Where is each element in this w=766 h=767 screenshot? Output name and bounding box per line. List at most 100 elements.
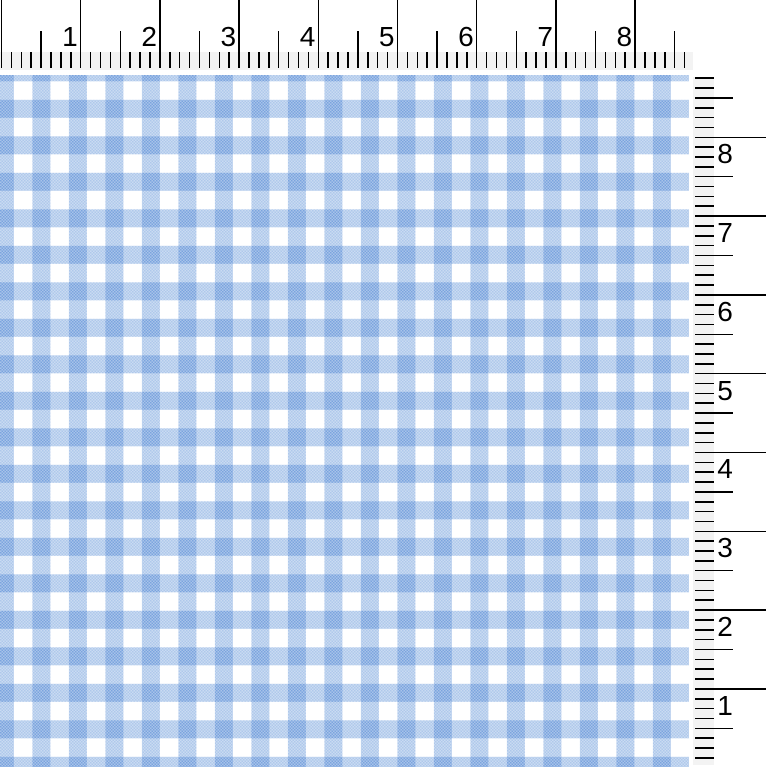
eighth-inch-tick — [139, 52, 141, 68]
eighth-inch-tick — [664, 52, 666, 68]
eighth-inch-tick — [188, 52, 191, 68]
eighth-inch-tick — [644, 52, 646, 68]
half-inch-tick — [695, 97, 733, 99]
eighth-inch-tick — [695, 402, 714, 405]
right-ruler: 8 7 6 5 4 3 2 1 — [689, 75, 766, 767]
eighth-inch-tick — [695, 638, 714, 641]
eighth-inch-tick — [695, 432, 714, 434]
eighth-inch-tick — [695, 126, 714, 129]
top-ruler-number: 5 — [378, 21, 395, 52]
eighth-inch-tick — [695, 737, 714, 739]
top-ruler-number: 2 — [141, 21, 157, 52]
eighth-inch-tick — [695, 235, 714, 237]
top-ruler-number: 3 — [220, 21, 237, 52]
eighth-inch-tick — [695, 353, 714, 355]
inch-tick — [0, 0, 3, 68]
eighth-inch-tick — [695, 284, 714, 286]
eighth-inch-tick — [614, 52, 617, 68]
eighth-inch-tick — [109, 52, 112, 68]
right-ruler-number: 8 — [717, 138, 733, 170]
eighth-inch-tick — [695, 550, 714, 552]
eighth-inch-tick — [695, 757, 714, 759]
eighth-inch-tick — [695, 658, 714, 661]
eighth-inch-tick — [327, 52, 329, 68]
eighth-inch-tick — [695, 87, 714, 89]
eighth-inch-tick — [70, 52, 72, 68]
eighth-inch-tick — [695, 747, 714, 749]
eighth-inch-tick — [695, 303, 714, 306]
eighth-inch-tick — [60, 52, 62, 68]
eighth-inch-tick — [129, 52, 131, 68]
eighth-inch-tick — [695, 500, 714, 503]
inch-tick — [396, 0, 399, 68]
ruler-edge-shade — [0, 52, 693, 70]
ruler-edge-shade — [693, 77, 714, 765]
eighth-inch-tick — [50, 52, 52, 68]
half-inch-tick — [119, 31, 122, 68]
right-ruler-number: 2 — [717, 610, 733, 642]
half-inch-tick — [40, 31, 42, 68]
half-inch-tick — [515, 31, 518, 68]
eighth-inch-tick — [574, 52, 577, 68]
eighth-inch-tick — [178, 52, 181, 68]
eighth-inch-tick — [218, 52, 221, 68]
eighth-inch-tick — [10, 52, 13, 68]
eighth-inch-tick — [695, 540, 714, 542]
eighth-inch-tick — [695, 264, 714, 267]
inch-tick — [695, 136, 766, 139]
eighth-inch-tick — [695, 668, 714, 670]
eighth-inch-tick — [695, 166, 714, 168]
eighth-inch-tick — [376, 52, 379, 68]
inch-tick — [695, 451, 766, 454]
half-inch-tick — [695, 569, 733, 572]
inch-tick — [695, 530, 766, 533]
eighth-inch-tick — [695, 422, 714, 424]
top-ruler-number: 1 — [62, 21, 78, 52]
eighth-inch-tick — [20, 52, 23, 68]
right-ruler-number: 4 — [717, 453, 733, 485]
right-ruler-number: 6 — [717, 295, 733, 327]
inch-tick — [79, 0, 82, 68]
eighth-inch-tick — [584, 52, 587, 68]
top-ruler-number: 6 — [458, 21, 474, 52]
eighth-inch-tick — [347, 52, 349, 68]
eighth-inch-tick — [258, 52, 260, 68]
inch-tick — [695, 215, 766, 217]
eighth-inch-tick — [169, 52, 171, 68]
eighth-inch-tick — [446, 52, 448, 68]
eighth-inch-tick — [695, 106, 714, 109]
eighth-inch-tick — [307, 52, 310, 68]
half-inch-tick — [673, 31, 676, 68]
eighth-inch-tick — [695, 471, 714, 473]
half-inch-tick — [357, 31, 359, 68]
eighth-inch-tick — [695, 579, 714, 582]
eighth-inch-tick — [695, 363, 714, 365]
eighth-inch-tick — [695, 205, 714, 208]
right-ruler-number: 5 — [717, 374, 733, 406]
eighth-inch-tick — [466, 52, 468, 68]
inch-tick — [695, 294, 766, 296]
inch-tick — [695, 372, 766, 375]
half-inch-tick — [594, 31, 597, 68]
right-ruler-number: 1 — [717, 689, 733, 721]
half-inch-tick — [695, 333, 733, 336]
eighth-inch-tick — [695, 382, 714, 385]
eighth-inch-tick — [248, 52, 250, 68]
eighth-inch-tick — [386, 52, 389, 68]
eighth-inch-tick — [695, 619, 714, 621]
eighth-inch-tick — [565, 52, 567, 68]
eighth-inch-tick — [695, 461, 714, 464]
top-ruler: 1 2 3 4 5 6 7 8 — [0, 0, 694, 71]
inch-tick — [555, 0, 557, 68]
eighth-inch-tick — [485, 52, 488, 68]
eighth-inch-tick — [695, 225, 714, 227]
half-inch-tick — [277, 31, 280, 68]
eighth-inch-tick — [495, 52, 498, 68]
eighth-inch-tick — [545, 52, 547, 68]
eighth-inch-tick — [695, 323, 714, 326]
eighth-inch-tick — [695, 599, 714, 602]
eighth-inch-tick — [228, 52, 230, 68]
eighth-inch-tick — [426, 52, 428, 68]
eighth-inch-tick — [695, 146, 714, 148]
inch-tick — [159, 0, 161, 68]
